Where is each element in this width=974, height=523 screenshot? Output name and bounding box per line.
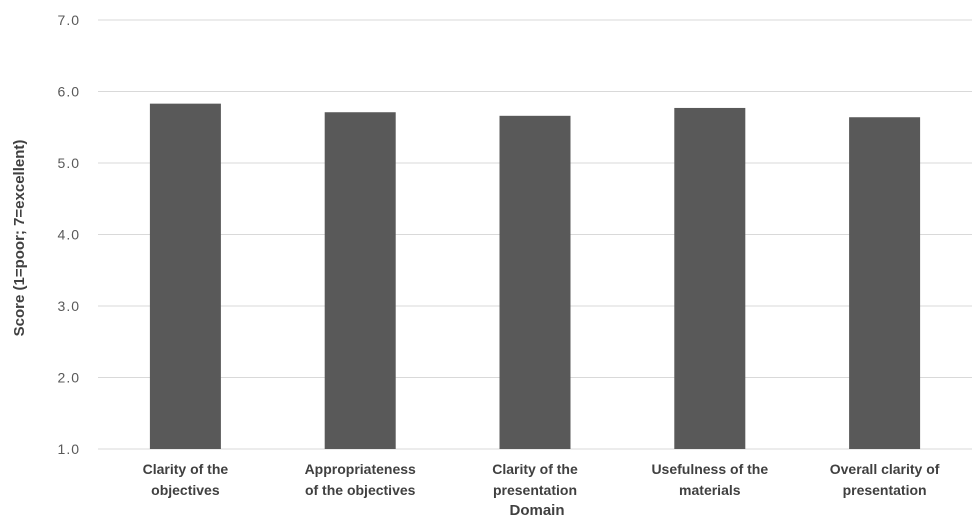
y-tick-label: 3.0: [58, 298, 80, 314]
x-axis-title: Domain: [509, 502, 564, 519]
x-category-label: Clarity of the: [492, 461, 578, 477]
x-category-label: presentation: [493, 482, 577, 498]
y-tick-label: 2.0: [58, 370, 80, 386]
x-axis-categories: Clarity of the objectives Appropriateness o…: [143, 461, 940, 498]
bar: [674, 107, 746, 449]
x-category-label: Clarity of the: [143, 461, 229, 477]
x-category-label: of the objectives: [305, 482, 416, 498]
y-tick-label: 7.0: [58, 12, 80, 28]
y-tick-label: 5.0: [58, 155, 80, 171]
bar: [324, 112, 396, 450]
y-tick-label: 6.0: [58, 84, 80, 100]
bar: [849, 117, 921, 450]
x-category-label: Appropriateness: [305, 461, 416, 477]
y-axis-title: Score (1=poor; 7=excellent): [11, 140, 28, 337]
x-category-label: objectives: [151, 482, 220, 498]
x-category-label: materials: [679, 482, 741, 498]
bar: [499, 115, 571, 449]
bar: [149, 103, 221, 449]
bars: [149, 103, 921, 450]
y-tick-label: 1.0: [58, 441, 80, 457]
y-axis-ticks: 1.0 2.0 3.0 4.0 5.0 6.0 7.0: [58, 12, 80, 457]
x-category-label: Overall clarity of: [830, 461, 940, 477]
x-category-label: presentation: [843, 482, 927, 498]
x-category-label: Usefulness of the: [651, 461, 768, 477]
y-tick-label: 4.0: [58, 227, 80, 243]
